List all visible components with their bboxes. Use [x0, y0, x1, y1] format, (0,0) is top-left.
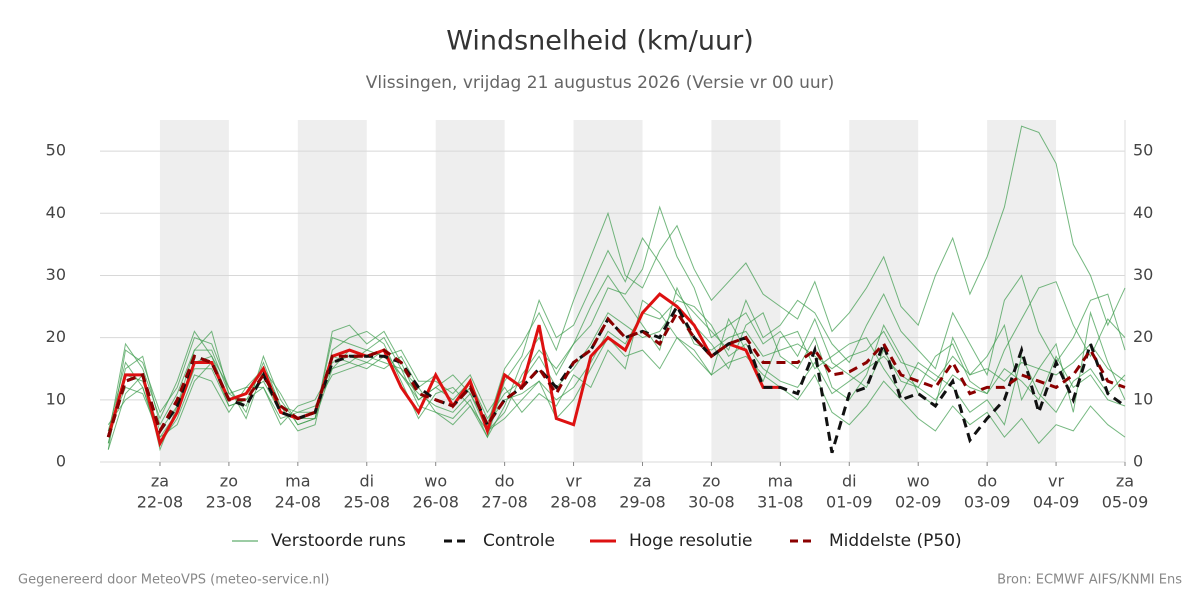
ensemble-line — [107, 274, 1126, 450]
day-band — [297, 120, 367, 462]
x-tick-date: 31-08 — [757, 493, 804, 512]
x-tick-date: 04-09 — [1033, 493, 1080, 512]
x-tick-label: di — [359, 472, 374, 491]
y-tick-label: 40 — [46, 203, 66, 222]
chart-title: Windsnelheid (km/uur) — [446, 26, 754, 57]
x-tick-date: 28-08 — [550, 493, 597, 512]
x-tick-label: za — [633, 472, 651, 491]
x-tick-date: 01-09 — [826, 493, 873, 512]
x-tick-label: do — [495, 472, 515, 491]
series-line — [106, 303, 1126, 454]
x-tick-label: do — [977, 472, 997, 491]
x-tick-date: 25-08 — [344, 493, 391, 512]
x-tick-label: wo — [424, 472, 447, 491]
y2-tick-label: 20 — [1133, 327, 1153, 346]
x-tick-date: 30-08 — [688, 493, 735, 512]
y2-tick-label: 10 — [1133, 389, 1153, 408]
day-band — [849, 120, 919, 462]
x-tick-label: vr — [566, 472, 582, 491]
x-tick-label: di — [842, 472, 857, 491]
x-tick-date: 22-08 — [137, 493, 184, 512]
y-tick-label: 20 — [46, 327, 66, 346]
x-tick-label: za — [151, 472, 169, 491]
x-tick-date: 02-09 — [895, 493, 942, 512]
y-tick-label: 50 — [46, 141, 66, 160]
y-tick-label: 30 — [46, 265, 66, 284]
x-tick-date: 29-08 — [619, 493, 666, 512]
chart-subtitle: Vlissingen, vrijdag 21 augustus 2026 (Ve… — [366, 73, 835, 93]
x-tick-label: za — [1116, 472, 1134, 491]
x-tick-label: wo — [907, 472, 930, 491]
legend-label: Controle — [483, 531, 555, 551]
x-tick-date: 03-09 — [964, 493, 1011, 512]
ensemble-line — [107, 336, 1126, 445]
day-band — [573, 120, 643, 462]
x-tick-label: zo — [220, 472, 238, 491]
y2-tick-label: 40 — [1133, 203, 1153, 222]
footer-right: Bron: ECMWF AIFS/KNMI Ens — [997, 573, 1182, 588]
x-tick-label: zo — [702, 472, 720, 491]
x-tick-date: 26-08 — [412, 493, 459, 512]
series-line — [106, 309, 1126, 438]
y2-tick-label: 50 — [1133, 141, 1153, 160]
ensemble-line — [107, 125, 1126, 438]
x-tick-date: 24-08 — [275, 493, 322, 512]
x-tick-label: ma — [768, 472, 793, 491]
footer-left: Gegenereerd door MeteoVPS (meteo-service… — [18, 573, 329, 588]
x-tick-date: 27-08 — [481, 493, 528, 512]
day-band — [711, 120, 781, 462]
legend-label: Middelste (P50) — [829, 531, 962, 551]
y-tick-label: 0 — [56, 452, 66, 471]
y-tick-label: 10 — [46, 389, 66, 408]
x-tick-date: 05-09 — [1102, 493, 1149, 512]
legend-label: Verstoorde runs — [271, 531, 406, 551]
day-band — [987, 120, 1057, 462]
y2-tick-label: 0 — [1133, 452, 1143, 471]
x-tick-label: vr — [1048, 472, 1064, 491]
x-tick-label: ma — [285, 472, 310, 491]
legend-label: Hoge resolutie — [629, 531, 753, 551]
y2-tick-label: 30 — [1133, 265, 1153, 284]
x-tick-date: 23-08 — [206, 493, 253, 512]
